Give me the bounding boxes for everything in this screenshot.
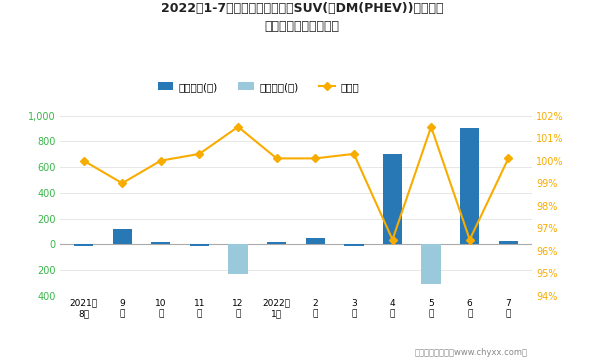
产销率 — [196, 152, 203, 156]
产销率 — [312, 156, 319, 161]
Text: 制图：智研咨询（www.chyxx.com）: 制图：智研咨询（www.chyxx.com） — [414, 348, 528, 357]
Bar — [422, 244, 441, 284]
产销率 — [505, 156, 512, 161]
Text: 存情况及产销率统计图: 存情况及产销率统计图 — [265, 20, 339, 33]
产销率 — [350, 152, 358, 156]
Bar — [383, 154, 402, 244]
产销率 — [118, 181, 126, 186]
Bar — [460, 129, 480, 244]
产销率 — [157, 158, 164, 163]
Bar — [112, 229, 132, 244]
Bar — [228, 244, 248, 274]
产销率 — [273, 156, 280, 161]
Legend: 积压库存(辆), 清仓库存(辆), 产销率: 积压库存(辆), 清仓库存(辆), 产销率 — [153, 78, 363, 96]
Bar — [344, 244, 364, 246]
Bar — [306, 238, 325, 244]
Bar — [74, 244, 93, 246]
产销率 — [466, 238, 474, 242]
产销率 — [389, 238, 396, 242]
Line: 产销率: 产销率 — [81, 124, 511, 242]
Bar — [267, 242, 286, 244]
产销率 — [234, 125, 242, 129]
Text: 2022年1-7月比亚迪旗下最畅销SUV(宋DM(PHEV))近一年库: 2022年1-7月比亚迪旗下最畅销SUV(宋DM(PHEV))近一年库 — [161, 2, 443, 15]
产销率 — [80, 158, 87, 163]
Bar — [190, 244, 209, 246]
产销率 — [428, 125, 435, 129]
Bar — [499, 240, 518, 244]
Bar — [151, 242, 170, 244]
